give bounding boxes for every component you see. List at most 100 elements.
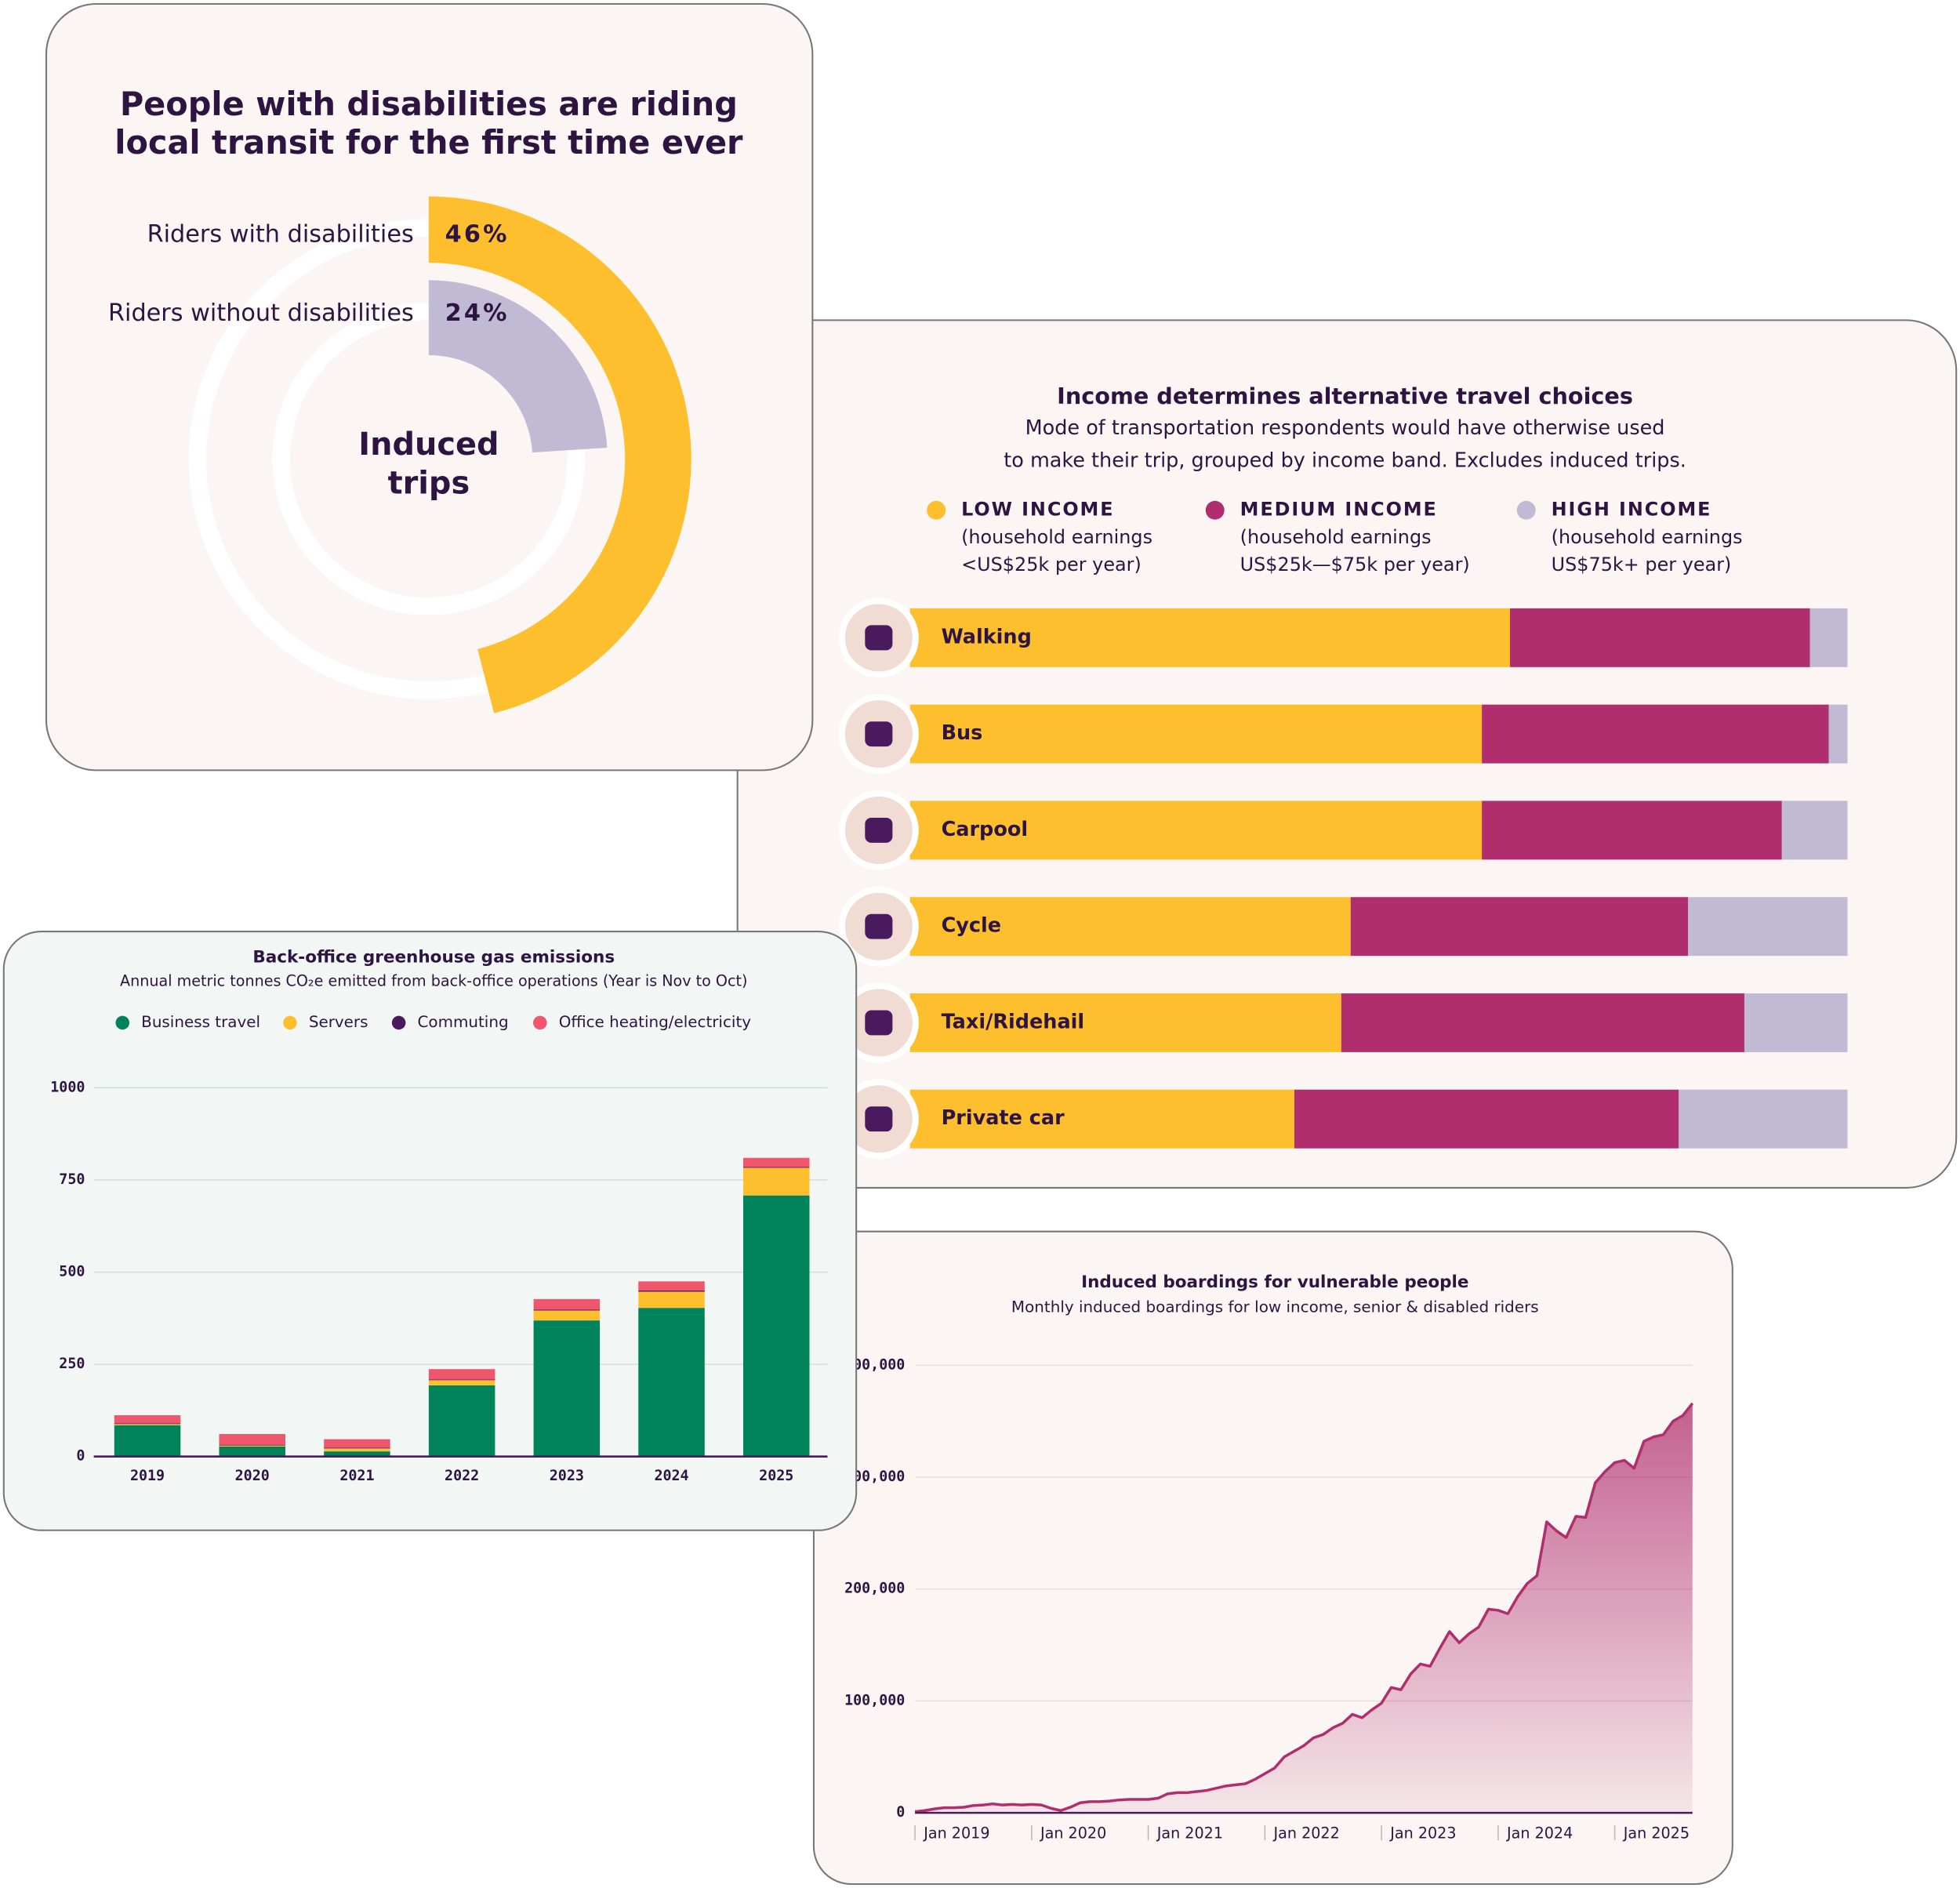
legend-marker: [115, 1015, 130, 1030]
bar-segment: [533, 1309, 601, 1311]
bar-segment: [219, 1446, 285, 1457]
legend-marker: [1516, 500, 1536, 520]
area: [915, 1403, 1693, 1814]
bar-segment: [1482, 801, 1782, 860]
bar-segment: [909, 993, 1341, 1052]
x-tick-label: 2021: [339, 1468, 374, 1484]
category-label: Carpool: [942, 818, 1029, 841]
bar-segment: [219, 1445, 285, 1447]
x-tick-label: Jan 2020: [1040, 1824, 1106, 1843]
x-tick-label: 2022: [445, 1468, 479, 1484]
y-tick-label: 250: [59, 1356, 85, 1372]
legend-description: US$25k—$75k per year): [1240, 554, 1470, 575]
bar-segment: [1809, 608, 1848, 667]
icon-glyph: [865, 625, 893, 651]
bar-segment: [1510, 608, 1810, 667]
bar-segment: [219, 1444, 285, 1446]
x-tick-label: 2020: [235, 1468, 270, 1484]
bar-segment: [742, 1167, 810, 1196]
bar-segment: [909, 704, 1483, 764]
bar-segment: [638, 1291, 705, 1309]
bar-segment: [638, 1308, 705, 1457]
legend-label: HIGH INCOME: [1552, 499, 1712, 521]
bar-segment: [324, 1448, 390, 1452]
bar-segment: [638, 1281, 705, 1291]
value-label: 46%: [445, 220, 510, 248]
legend-label: Commuting: [418, 1013, 509, 1031]
y-tick-label: 300,000: [844, 1469, 905, 1485]
legend-marker: [391, 1015, 406, 1030]
legend-marker: [533, 1015, 547, 1030]
legend-description: <US$25k per year): [961, 554, 1142, 575]
icon-glyph: [865, 1106, 893, 1132]
bar-segment: [114, 1425, 181, 1457]
chart-title: Induced boardings for vulnerable people: [1081, 1273, 1468, 1292]
legend-marker: [1205, 500, 1225, 520]
category-label: Taxi/Ridehail: [942, 1010, 1085, 1033]
icon-glyph: [865, 1010, 893, 1036]
y-tick-label: 400,000: [844, 1356, 905, 1373]
bar-segment: [909, 801, 1483, 860]
legend-description: (household earnings: [1552, 526, 1743, 548]
legend-marker: [283, 1015, 297, 1030]
bar-segment: [909, 897, 1351, 957]
chart-subtitle: to make their trip, grouped by income ba…: [1004, 449, 1686, 473]
bar-segment: [324, 1439, 390, 1448]
bar-segment: [533, 1320, 601, 1457]
legend-label: LOW INCOME: [961, 499, 1114, 521]
x-tick-label: Jan 2019: [923, 1824, 989, 1843]
boardings-card: Induced boardings for vulnerable people M…: [812, 1230, 1733, 1886]
y-tick-label: 100,000: [844, 1692, 905, 1708]
x-tick-label: 2019: [130, 1468, 165, 1484]
x-tick-label: 2024: [654, 1468, 688, 1484]
chart-subtitle: Annual metric tonnes CO₂e emitted from b…: [120, 971, 747, 989]
bar-segment: [428, 1369, 495, 1380]
legend-description: (household earnings: [1240, 526, 1432, 548]
chart-subtitle: Monthly induced boardings for low income…: [1011, 1298, 1539, 1316]
disability-card: People with disabilities are ridinglocal…: [45, 2, 814, 772]
y-tick-label: 750: [59, 1171, 85, 1188]
chart-title: Back-office greenhouse gas emissions: [252, 948, 615, 968]
category-label: Bus: [942, 721, 983, 745]
bar-segment: [219, 1434, 285, 1445]
bar-segment: [1350, 897, 1689, 957]
x-tick-label: 2023: [550, 1468, 584, 1484]
bar-segment: [1828, 704, 1848, 764]
chart-subtitle: Mode of transportation respondents would…: [1025, 416, 1665, 440]
bar-segment: [114, 1423, 181, 1425]
x-tick-label: Jan 2021: [1156, 1824, 1223, 1843]
income-card: Income determines alternative travel cho…: [736, 319, 1958, 1189]
x-tick-label: Jan 2023: [1389, 1824, 1456, 1843]
category-label: Private car: [942, 1106, 1065, 1130]
radial-bar: [428, 196, 691, 713]
bar-segment: [533, 1310, 601, 1321]
bar-segment: [1679, 1089, 1848, 1149]
line: [914, 1402, 1694, 1814]
bar-segment: [1744, 993, 1848, 1052]
emissions-card: Back-office greenhouse gas emissions Annu…: [2, 931, 858, 1531]
bar-segment: [114, 1424, 181, 1425]
center-label: trips: [388, 465, 470, 501]
legend-description: US$75k+ per year): [1552, 554, 1732, 575]
bar-segment: [909, 1089, 1294, 1149]
bar-segment: [742, 1195, 810, 1457]
x-tick-label: Jan 2025: [1623, 1824, 1690, 1843]
bar-segment: [1781, 801, 1848, 860]
bar-segment: [114, 1415, 181, 1424]
icon-glyph: [865, 913, 893, 939]
bar-segment: [742, 1157, 810, 1167]
y-tick-label: 0: [76, 1448, 85, 1465]
chart-title: Income determines alternative travel cho…: [1057, 383, 1633, 409]
y-tick-label: 500: [59, 1264, 85, 1280]
chart-title: local transit for the first time ever: [114, 124, 743, 162]
bar-segment: [1294, 1089, 1679, 1149]
legend-label: Office heating/electricity: [559, 1013, 752, 1031]
value-label: 24%: [445, 300, 510, 327]
x-tick-label: 2025: [759, 1468, 793, 1484]
bar-segment: [428, 1380, 495, 1385]
bar-segment: [1341, 993, 1744, 1052]
legend-marker: [927, 500, 946, 520]
chart-title: People with disabilities are riding: [120, 85, 738, 123]
